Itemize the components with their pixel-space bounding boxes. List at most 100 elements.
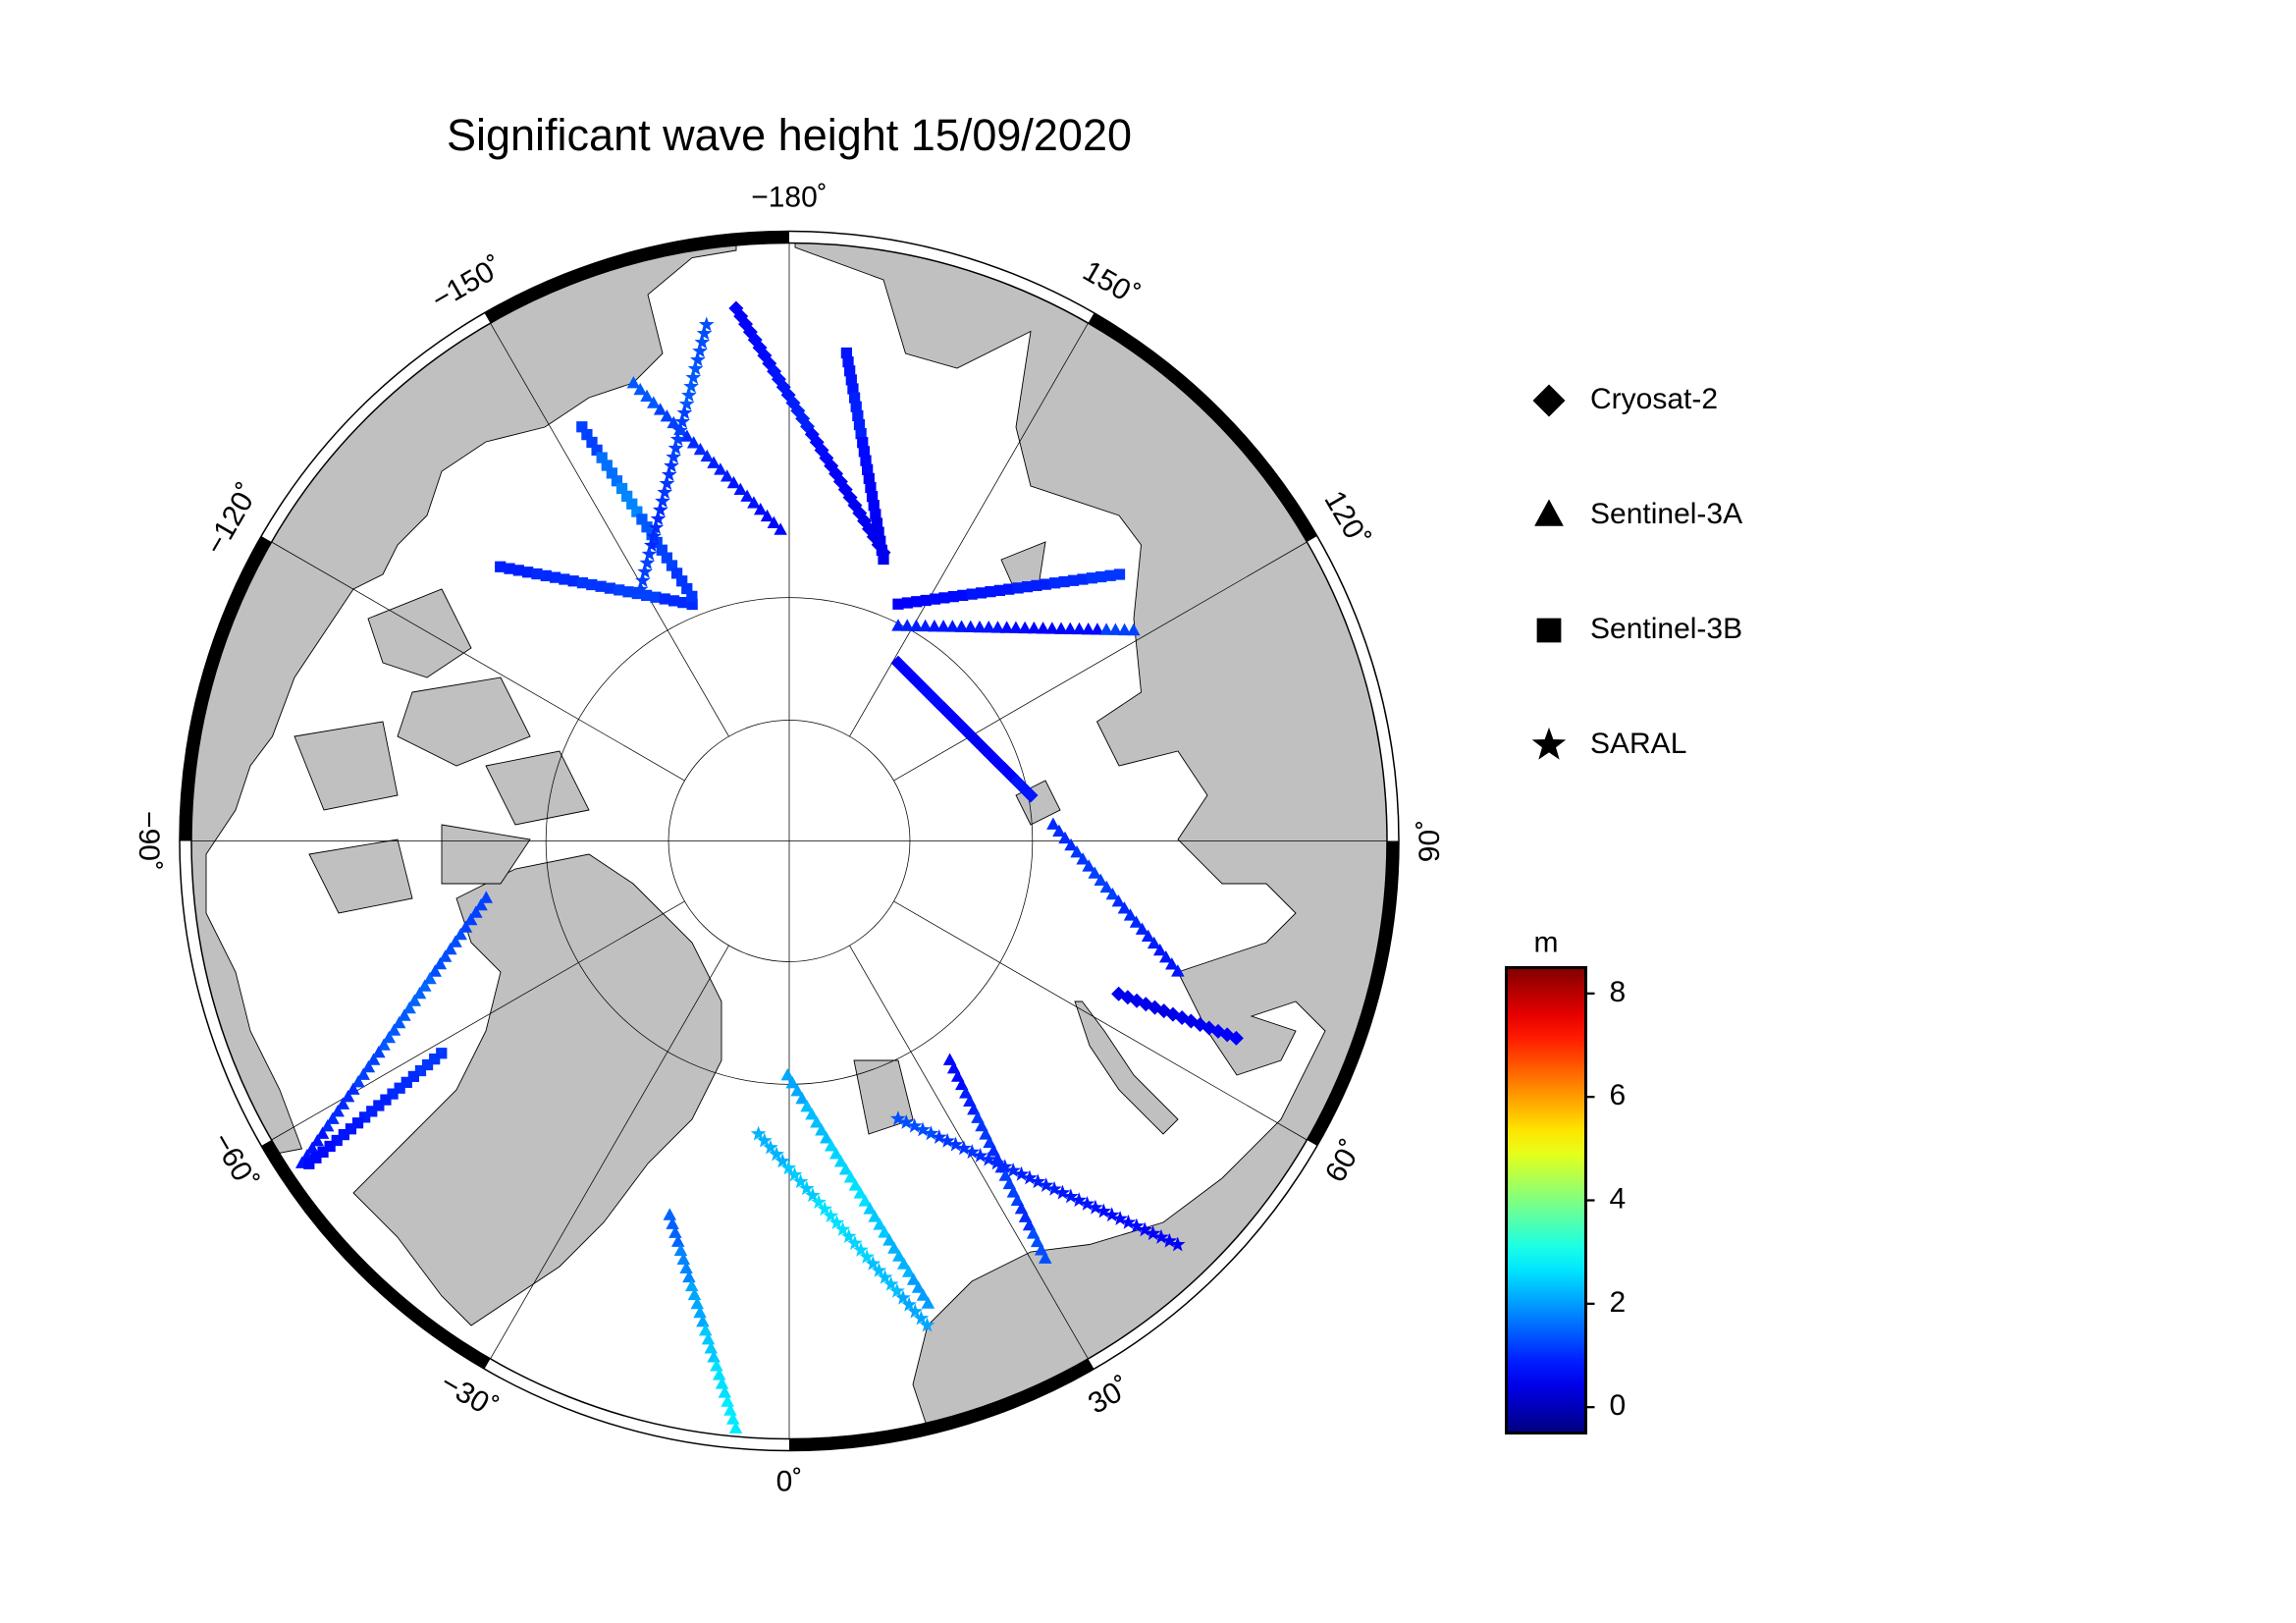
legend-marker [1534,499,1564,526]
track-segment [321,1082,360,1132]
track-segment [1111,986,1153,1012]
track-segment [895,1289,935,1332]
land-island [397,676,531,767]
track-segment [1174,1010,1217,1036]
track-segment [1063,622,1104,635]
track-segment [971,1110,996,1149]
meridian [893,900,1308,1141]
frame-segment [180,536,272,841]
chart-title: Significant wave height 15/09/2020 [447,110,1132,160]
track-segment [928,619,969,632]
meridian [893,541,1308,782]
land-island [308,839,413,914]
legend-marker [1532,384,1566,417]
lon-label: −180˚ [751,181,828,213]
track-segment [1070,845,1095,872]
track-segment [576,421,603,456]
track-segment [1054,1184,1103,1215]
track-segment [984,748,1019,784]
track-segment [576,577,616,594]
track-segment [842,490,873,529]
lon-label: 90˚ [1414,820,1446,862]
colorbar-tick-label: 6 [1610,1079,1627,1111]
meridian [490,322,729,737]
meridian [849,322,1089,737]
track-segment [680,429,715,462]
track-segment [824,459,853,498]
track-segment [698,1323,721,1363]
track-segment [673,1243,696,1283]
track-segment [780,1160,821,1203]
land-island [294,721,399,811]
track-segment [377,1008,411,1051]
colorbar-tick-label: 4 [1610,1182,1627,1215]
track-segment [643,502,668,553]
track-segment [906,1272,935,1309]
track-segment [1046,817,1078,851]
colorbar-gradient [1505,966,1588,1434]
track-segment [294,1126,330,1168]
track-segment [1095,1203,1145,1233]
map-frame [179,230,1400,1452]
track-segment [626,376,661,408]
track-segment [387,1070,419,1100]
track-segment [1013,1165,1062,1196]
track-segment [1135,922,1161,949]
track-segment [825,1139,853,1175]
track-segment [1137,1221,1186,1252]
track-segment [1010,775,1039,803]
track-segment [750,1125,791,1168]
track-segment [678,360,704,411]
track-segment [531,568,579,587]
track-segment [785,395,816,434]
track-segment [1111,893,1144,928]
colorbar-label: m [1534,926,1559,958]
meridian [271,541,685,782]
track-segment [964,620,1005,633]
track-segment [963,728,992,757]
track-segment [303,1140,336,1169]
track-segment [848,392,867,440]
track-segment [871,517,889,566]
track-segment [1147,1000,1181,1022]
track-segment [351,1045,386,1088]
track-segment [651,536,678,571]
tracks [294,300,1244,1434]
track-segment [666,405,693,464]
legend-marker [1536,618,1562,643]
track-segment [800,1100,833,1144]
track-segment [747,332,777,371]
track-segment [1012,578,1051,594]
track-segment [414,1048,448,1077]
legend-label: Cryosat-2 [1590,383,1718,415]
colorbar-tick-label: 0 [1610,1389,1627,1422]
track-segment [998,1168,1025,1207]
track-segment [767,363,796,403]
land-island [367,588,472,678]
track-segment [890,1110,939,1141]
colorbar-tick-label: 2 [1610,1286,1627,1319]
lon-label: −90˚ [133,811,165,871]
track-segment [663,1208,685,1247]
track-segment [811,1194,851,1237]
track-segment [959,1086,981,1115]
track-segment [721,1394,743,1434]
frame-segment [789,1358,1095,1451]
track-segment [684,1278,710,1327]
lon-label: 0˚ [776,1465,803,1497]
legend-label: SARAL [1590,728,1686,760]
track-segment [892,594,932,610]
track-segment [707,456,734,482]
track-segment [726,475,761,509]
meridian [490,945,729,1360]
track-segment [1027,621,1068,634]
meridian [271,900,685,1141]
track-segment [1086,568,1126,584]
frame-segment [1307,840,1400,1146]
colorbar-tick-label: 8 [1610,976,1627,1008]
track-segment [655,458,679,509]
track-segment [931,1129,981,1160]
track-segment [1099,622,1141,636]
land-eurasia [794,243,1388,1439]
